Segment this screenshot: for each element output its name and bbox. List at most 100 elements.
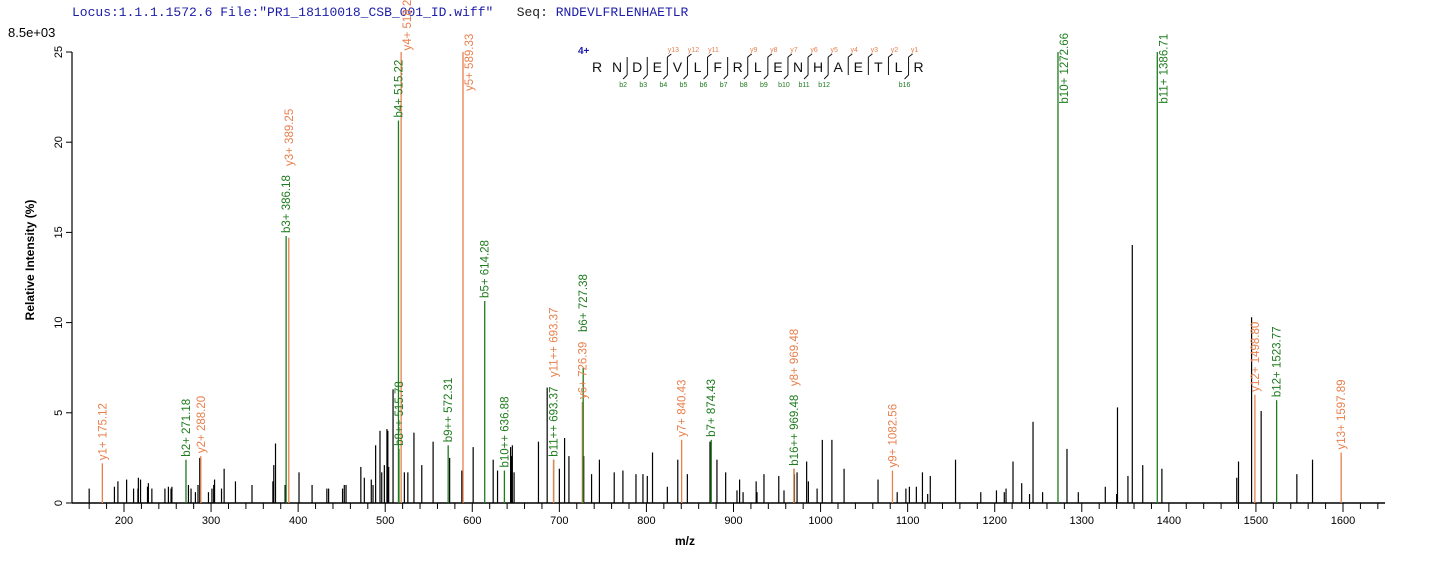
- spectrum-header: Locus:1.1.1.1572.6 File:"PR1_18110018_CS…: [72, 5, 688, 20]
- b-hook: [662, 74, 668, 80]
- b-hook: [803, 74, 809, 80]
- y-ion-label: y6: [810, 47, 818, 54]
- y-tick-label: 5: [53, 410, 65, 416]
- residue: R: [914, 59, 924, 75]
- residue: V: [673, 59, 683, 75]
- y-axis-label: Relative Intensity (%): [23, 200, 37, 321]
- peak-labels: y1+ 175.12 b2+ 271.18 y2+ 288.20 b3+ 386.18…: [97, 0, 1348, 468]
- y-ion-label: y13: [668, 47, 679, 54]
- y-tick-label: 15: [53, 226, 65, 238]
- y-tick-label: 10: [53, 316, 65, 328]
- peak-label: b3+ 386.18: [281, 175, 293, 233]
- b-hook: [783, 74, 789, 80]
- peak-label: y3+ 389.25: [284, 109, 296, 166]
- b-hook: [743, 74, 749, 80]
- b-hook: [642, 74, 648, 80]
- x-tick-label: 1300: [1070, 515, 1094, 527]
- y-hook: [807, 53, 813, 58]
- y-ion-label: y8: [770, 47, 778, 54]
- x-tick-label: 1600: [1331, 515, 1355, 527]
- residue: L: [754, 59, 762, 75]
- peak-label: b5+ 614.28: [480, 240, 492, 298]
- residue: R: [592, 59, 602, 75]
- x-tick-label: 1500: [1244, 515, 1268, 527]
- locus-text: Locus:1.1.1.1572.6: [72, 5, 213, 20]
- y-hook: [868, 53, 873, 58]
- y-ion-label: y5: [830, 47, 838, 54]
- peak-label: y7+ 840.43: [677, 380, 689, 437]
- peak-label: b16++ 969.48: [789, 395, 801, 466]
- x-axis-label: m/z: [675, 534, 695, 548]
- y-ion-label: y4: [851, 47, 859, 54]
- residue: N: [612, 59, 622, 75]
- peak-label: y11++ 693.37: [549, 308, 561, 378]
- x-tick-label: 300: [202, 515, 220, 527]
- x-tick-label: 400: [289, 515, 307, 527]
- peak-label: b7+ 874.43: [706, 379, 718, 437]
- y-ion-label: y3: [871, 47, 879, 54]
- peak-label: b8++ 515.78: [394, 381, 406, 446]
- x-tick-label: 200: [115, 515, 133, 527]
- residue: E: [653, 59, 662, 75]
- y-ion-label: y11: [708, 47, 719, 54]
- b-ion-label: b11: [798, 82, 809, 89]
- y-ion-label: y7: [790, 47, 798, 54]
- peak-label: y5+ 589.33: [464, 34, 476, 91]
- b-ion-label: b6: [700, 82, 708, 89]
- residue: E: [773, 59, 782, 75]
- x-tick-label: 900: [724, 515, 742, 527]
- peak-label: y13+ 1597.89: [1336, 379, 1348, 449]
- peak-label: y8+ 969.48: [789, 329, 801, 386]
- b-ion-label: b9: [760, 82, 768, 89]
- residue: L: [694, 59, 702, 75]
- peak-label: b10+ 1272.66: [1059, 33, 1071, 104]
- peak-label: y9+ 1082.56: [887, 404, 899, 468]
- b-hook: [763, 74, 769, 80]
- y-hook: [827, 53, 833, 58]
- y-hook: [687, 53, 692, 58]
- peak-label: b11++ 693.37: [549, 387, 561, 457]
- peaks: [88, 52, 1342, 503]
- b-ion-label: b12: [818, 82, 830, 89]
- b-ion-label: b3: [639, 82, 647, 89]
- y-hook: [888, 53, 893, 58]
- peak-label: y1+ 175.12: [97, 403, 109, 460]
- residue: A: [834, 59, 844, 75]
- y-hook: [747, 53, 753, 58]
- residue: F: [713, 59, 722, 75]
- axes: 200 300 400 500 600 700 800 900 1000 1100 1200 1300…: [53, 46, 1385, 527]
- x-tick-label: 500: [376, 515, 394, 527]
- b-hook: [683, 74, 688, 80]
- peak-label: b12+ 1523.77: [1272, 327, 1284, 398]
- y-ion-label: y2: [891, 47, 899, 54]
- x-tick-label: 1400: [1157, 515, 1181, 527]
- x-tick-label: 800: [637, 515, 655, 527]
- y-hook: [908, 53, 913, 58]
- x-tick-label: 1100: [896, 515, 920, 527]
- b-ion-label: b5: [680, 82, 688, 89]
- peak-label: b6+ 727.38: [578, 274, 590, 332]
- peak-label: b9++ 572.31: [443, 378, 455, 443]
- x-tick-label: 700: [550, 515, 568, 527]
- b-ion-label: b8: [740, 82, 748, 89]
- residue: H: [813, 59, 823, 75]
- y-tick-label: 0: [53, 500, 65, 506]
- x-tick-label: 1000: [808, 515, 832, 527]
- y-ion-label: y9: [750, 47, 758, 54]
- x-tick-label: 1200: [982, 515, 1006, 527]
- peak-label: y2+ 288.20: [196, 396, 208, 453]
- b-hook: [622, 74, 628, 80]
- b-ion-label: b16: [899, 82, 911, 89]
- peak-label: b11+ 1386.71: [1158, 34, 1170, 104]
- residue: R: [733, 59, 743, 75]
- peak-label: y4+ 518.29: [402, 0, 414, 51]
- peak-label: y6+ 726.39: [577, 342, 589, 399]
- y-ion-label: y12: [688, 47, 699, 54]
- y-tick-label: 20: [53, 136, 65, 148]
- x-tick-label: 600: [463, 515, 481, 527]
- seq-value: RNDEVLFRLENHAETLR: [555, 5, 689, 20]
- y-hook: [667, 53, 672, 58]
- b-ion-label: b7: [720, 82, 728, 89]
